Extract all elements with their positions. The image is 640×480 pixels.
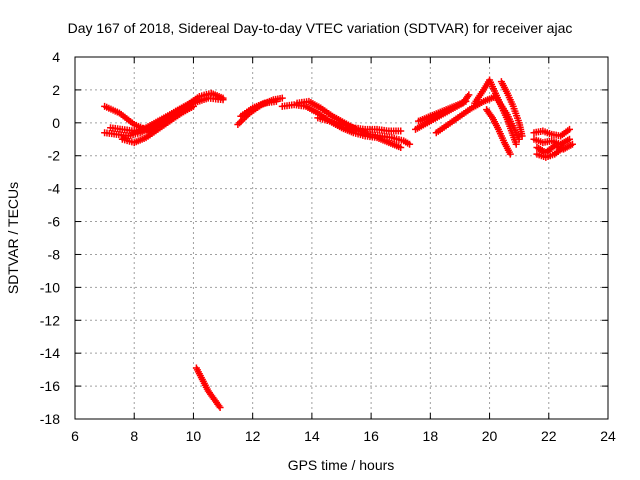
- x-tick-label: 18: [423, 428, 439, 444]
- y-tick-label: 4: [52, 49, 60, 65]
- series-arc-13: [471, 76, 520, 148]
- y-tick-label: -4: [48, 181, 61, 197]
- axis-ticks: 6 8 10 12 14 16 18 20 22 24420-2-4-6-8-10-12-14-1…: [40, 49, 616, 444]
- data-point: [236, 119, 244, 127]
- data-point: [397, 144, 405, 151]
- x-axis-title: GPS time / hours: [288, 457, 395, 473]
- series-arc-16: [530, 125, 574, 140]
- data-point: [518, 132, 526, 140]
- x-tick-label: 12: [245, 428, 261, 444]
- data-point: [465, 91, 473, 99]
- series-arc-3: [107, 97, 197, 135]
- data-point: [397, 127, 405, 135]
- data-point: [278, 94, 286, 102]
- data-point: [512, 140, 520, 148]
- x-tick-label: 24: [600, 428, 616, 444]
- series-arc-14: [497, 78, 526, 140]
- plot-frame: [74, 56, 609, 420]
- y-tick-label: -10: [40, 279, 60, 295]
- grid-lines: [75, 57, 608, 419]
- y-tick-label: -2: [48, 148, 61, 164]
- series-arc-9: [314, 114, 405, 135]
- data-point: [566, 135, 574, 143]
- x-tick-label: 6: [71, 428, 79, 444]
- data-point: [219, 94, 227, 102]
- series-arc-19: [533, 144, 568, 161]
- y-tick-label: -12: [40, 312, 60, 328]
- y-axis-title: SDTVAR / TECUs: [5, 182, 21, 294]
- x-tick-label: 22: [541, 428, 557, 444]
- x-tick-label: 20: [482, 428, 498, 444]
- data-point: [234, 120, 242, 128]
- x-tick-label: 10: [186, 428, 202, 444]
- y-tick-label: -6: [48, 214, 61, 230]
- data-point: [566, 125, 574, 133]
- data-point: [506, 150, 514, 158]
- series-arc-11: [414, 97, 470, 125]
- x-tick-label: 8: [130, 428, 138, 444]
- series-arc-20: [192, 364, 224, 411]
- x-tick-label: 14: [304, 428, 320, 444]
- series-arc-15: [483, 106, 514, 158]
- x-tick-label: 16: [363, 428, 379, 444]
- y-tick-label: -14: [40, 345, 60, 361]
- y-tick-label: 2: [52, 82, 60, 98]
- data-point: [216, 403, 224, 411]
- series-arc-6: [237, 97, 280, 120]
- data-point: [462, 97, 470, 105]
- y-tick-label: -8: [48, 246, 61, 262]
- data-point: [189, 102, 197, 110]
- series-arc-4: [118, 102, 197, 147]
- data-points: [101, 76, 576, 411]
- data-point: [560, 144, 568, 151]
- y-tick-label: -16: [40, 378, 60, 394]
- data-point: [272, 97, 280, 105]
- y-tick-label: 0: [52, 115, 60, 131]
- data-point: [406, 140, 414, 148]
- y-tick-label: -18: [40, 411, 60, 427]
- chart-title: Day 167 of 2018, Sidereal Day-to-day VTE…: [68, 20, 573, 36]
- data-point: [568, 140, 576, 148]
